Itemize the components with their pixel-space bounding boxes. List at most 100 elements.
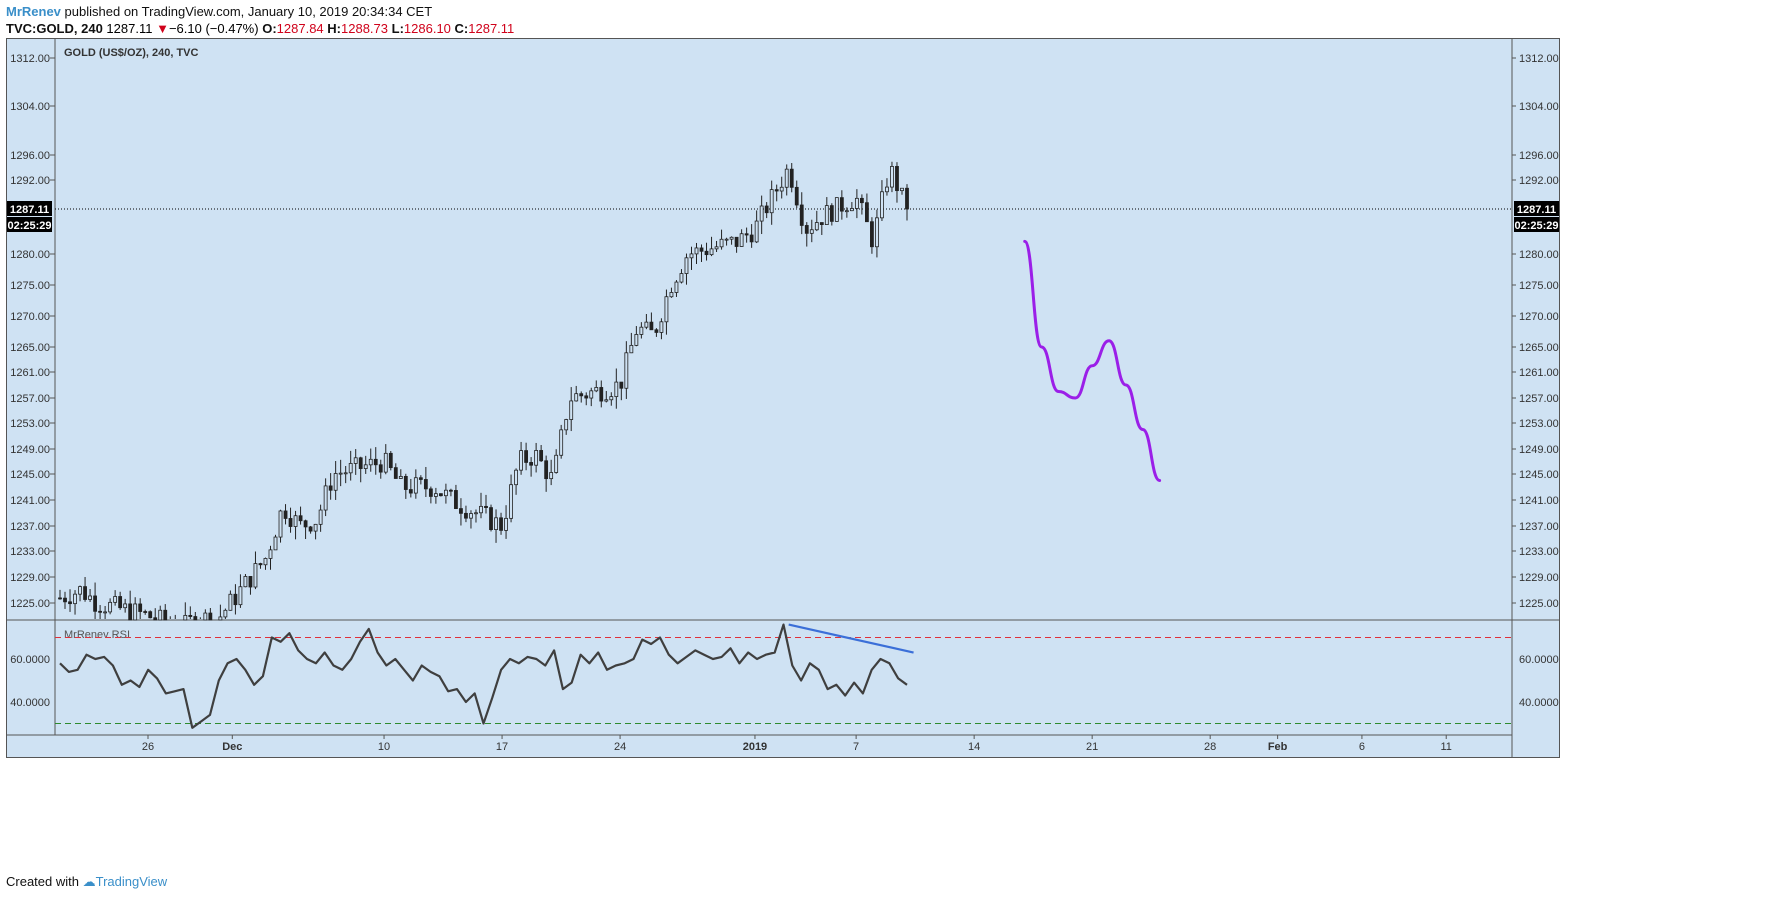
- candle-body: [133, 603, 138, 621]
- candle-body: [569, 400, 574, 420]
- candle-body: [378, 464, 383, 473]
- left-price-tick: 1237.00: [10, 521, 50, 533]
- chart-title: GOLD (US$/OZ), 240, TVC: [64, 47, 199, 59]
- right-price-tick: 1270.00: [1519, 311, 1559, 323]
- candle-body: [353, 457, 358, 464]
- countdown-label: 02:25:29: [7, 220, 51, 232]
- rsi-left-tick: 40.0000: [10, 697, 50, 709]
- footer: Created with ☁TradingView: [6, 874, 167, 890]
- candle-body: [519, 450, 523, 471]
- right-axis-background: [1512, 38, 1560, 758]
- right-price-tick: 1257.00: [1519, 393, 1559, 405]
- candle-body: [193, 616, 198, 621]
- right-price-tick: 1253.00: [1519, 418, 1559, 430]
- candle-body: [494, 517, 498, 530]
- candle-body: [539, 450, 544, 462]
- candle-body: [338, 472, 343, 475]
- candle-body: [799, 204, 804, 226]
- right-price-tick: 1296.00: [1519, 150, 1559, 162]
- candle-body: [233, 593, 238, 606]
- candle-body: [609, 396, 614, 401]
- candle-body: [709, 248, 714, 256]
- time-tick: 2019: [743, 741, 767, 753]
- right-price-tick: 1312.00: [1519, 53, 1559, 65]
- candle-body: [113, 596, 118, 603]
- candle-body: [143, 611, 148, 613]
- candle-body: [564, 419, 569, 431]
- candle-body: [108, 601, 113, 613]
- time-tick: Feb: [1268, 741, 1288, 753]
- candle-body: [98, 610, 102, 613]
- candle-body: [759, 205, 764, 222]
- candle-body: [654, 329, 659, 333]
- candle-body: [78, 586, 82, 595]
- candle-body: [844, 210, 849, 213]
- candle-body: [293, 515, 298, 527]
- candle-body: [248, 576, 253, 588]
- countdown-label: 02:25:29: [1514, 220, 1558, 232]
- candle-body: [634, 334, 639, 346]
- candle-body: [854, 197, 859, 209]
- candle-body: [153, 617, 158, 621]
- last-price-label: 1287.11: [10, 204, 49, 216]
- candle-body: [875, 217, 879, 248]
- time-tick: Dec: [222, 741, 242, 753]
- candle-body: [549, 472, 554, 480]
- left-price-tick: 1296.00: [10, 150, 50, 162]
- candle-body: [794, 186, 799, 206]
- candle-body: [729, 236, 734, 240]
- candle-body: [228, 593, 233, 611]
- right-price-tick: 1237.00: [1519, 521, 1559, 533]
- published-text: published on TradingView.com, January 10…: [64, 4, 433, 19]
- candle-body: [158, 609, 163, 621]
- candle-body: [669, 292, 674, 298]
- left-price-tick: 1275.00: [10, 280, 50, 292]
- left-price-tick: 1265.00: [10, 342, 50, 354]
- candle-body: [479, 505, 483, 514]
- left-price-tick: 1225.00: [10, 598, 50, 610]
- rsi-title: MrRenev RSI: [64, 629, 130, 641]
- candle-body: [704, 250, 709, 256]
- left-price-tick: 1292.00: [10, 175, 50, 187]
- candle-body: [714, 246, 719, 250]
- candle-body: [814, 222, 819, 231]
- time-tick: 11: [1441, 741, 1452, 753]
- candle-body: [128, 603, 133, 621]
- candle-body: [373, 458, 378, 466]
- candle-body: [809, 229, 814, 234]
- open-label: O:: [262, 21, 277, 36]
- author-link[interactable]: MrRenev: [6, 4, 61, 19]
- candle-body: [684, 257, 689, 274]
- candle-body: [469, 513, 473, 519]
- candle-body: [203, 612, 208, 621]
- tradingview-logo[interactable]: ☁TradingView: [82, 874, 168, 889]
- low-value: 1286.10: [403, 21, 451, 36]
- candle-body: [288, 518, 293, 527]
- candle-body: [138, 603, 143, 612]
- candle-body: [664, 296, 669, 323]
- left-price-tick: 1241.00: [10, 495, 50, 507]
- candle-body: [223, 609, 228, 618]
- candle-body: [368, 458, 373, 466]
- candle-body: [88, 595, 92, 600]
- time-tick: 28: [1204, 741, 1216, 753]
- candle-body: [859, 197, 864, 204]
- candle-body: [544, 460, 549, 480]
- right-price-tick: 1233.00: [1519, 546, 1559, 558]
- left-price-tick: 1249.00: [10, 444, 50, 456]
- candle-body: [744, 233, 749, 236]
- candle-body: [819, 222, 824, 225]
- candle-body: [900, 187, 904, 192]
- candle-body: [278, 510, 283, 538]
- candle-body: [839, 197, 844, 212]
- candle-body: [428, 488, 433, 497]
- candle-body: [880, 191, 884, 219]
- time-tick: 21: [1086, 741, 1098, 753]
- candle-body: [659, 321, 664, 333]
- change-arrow-icon: ▼: [156, 21, 169, 36]
- candle-body: [870, 221, 874, 248]
- right-price-tick: 1261.00: [1519, 367, 1559, 379]
- candle-body: [73, 593, 77, 605]
- rsi-line: [59, 623, 908, 729]
